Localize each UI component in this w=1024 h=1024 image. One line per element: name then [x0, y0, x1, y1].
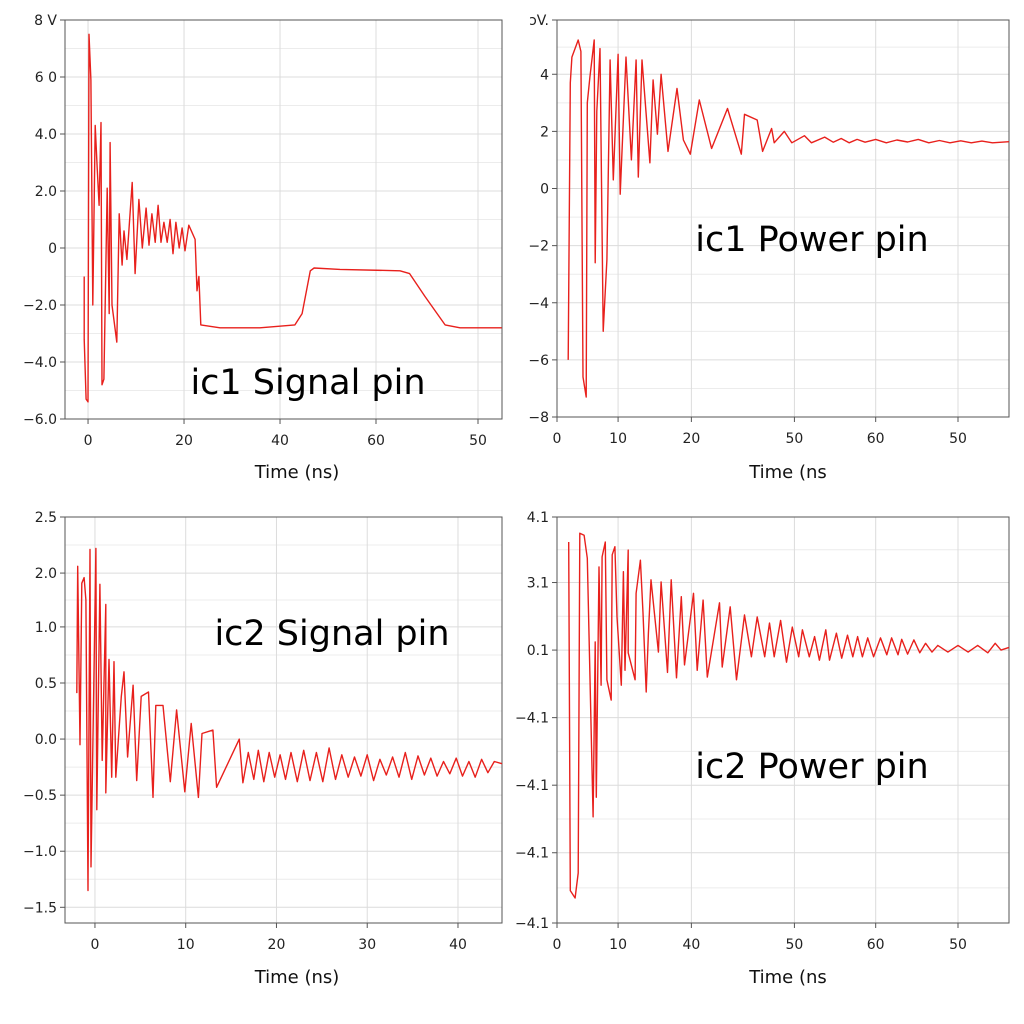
- x-tick-label: 40: [271, 433, 289, 449]
- x-tick-label: 10: [177, 937, 195, 953]
- x-tick-label: 20: [175, 433, 193, 449]
- y-tick-label: −4.1: [515, 916, 549, 932]
- series-line-1: [568, 532, 1010, 899]
- chart-annotation: ic2 Signal pin: [214, 614, 449, 654]
- subplot-4: 4.13.10.1−4.1−4.1−4.1−4.10 10 40 50 60 50Time…: [515, 510, 1010, 988]
- y-tick-label: −4.1: [515, 846, 549, 862]
- subplot-1: 8 V 6 0 4.0 2.0 0 −2.0 −4.0 −6.0 0 20 40 60 50 Time (…: [23, 13, 503, 483]
- y-tick-label: 0: [540, 182, 549, 198]
- y-tick-label: −4.0: [23, 355, 57, 371]
- x-tick-label: 50: [786, 937, 804, 953]
- x-tick-label: 60: [867, 937, 885, 953]
- x-tick-label: 50: [949, 937, 967, 953]
- x-tick-label: 10: [609, 431, 627, 447]
- x-tick-label: 0: [553, 431, 562, 447]
- series-line-1: [76, 547, 503, 892]
- x-axis-title: Time (ns: [748, 462, 827, 483]
- y-tick-label: 3.1: [527, 576, 549, 592]
- y-tick-label: 0: [48, 241, 57, 257]
- y-tick-label: −8: [528, 410, 549, 426]
- y-tick-label: −0.5: [23, 788, 57, 804]
- y-tick-label: −6: [528, 353, 549, 369]
- x-axis-title: Time (ns): [254, 462, 340, 483]
- chart-annotation: ic1 Power pin: [695, 220, 928, 260]
- x-tick-label: 60: [867, 431, 885, 447]
- gridlines: [556, 516, 1009, 924]
- x-tick-label: 40: [449, 937, 467, 953]
- y-tick-label: 4: [540, 67, 549, 83]
- y-tick-label: −4: [528, 296, 549, 312]
- y-tick-label: 0.0: [35, 732, 57, 748]
- y-tick-label: −1.5: [23, 900, 57, 916]
- y-tick-label: 0.1: [527, 643, 549, 659]
- x-axis-title: Time (ns: [748, 967, 827, 988]
- y-tick-label: −2: [528, 239, 549, 255]
- y-tick-label: 2.5: [35, 510, 57, 526]
- series-line-1: [83, 33, 502, 403]
- chart-annotation: ic2 Power pin: [695, 747, 928, 787]
- x-tick-label: 20: [268, 937, 286, 953]
- y-tick-label: −4.1: [515, 778, 549, 794]
- y-tick-label: 2: [540, 124, 549, 140]
- plot-frame: [556, 19, 1010, 418]
- gridlines: [65, 516, 502, 923]
- y-tick-label: 4.0: [35, 127, 57, 143]
- x-tick-label: 50: [786, 431, 804, 447]
- x-tick-label: 60: [367, 433, 385, 449]
- x-tick-label: 0: [84, 433, 93, 449]
- x-tick-label: 20: [682, 431, 700, 447]
- x-tick-label: 30: [358, 937, 376, 953]
- series-line-1: [567, 39, 1010, 398]
- y-tick-label: −1.0: [23, 844, 57, 860]
- plot-frame: [556, 516, 1010, 924]
- y-tick-label: 4.1: [527, 510, 549, 526]
- x-tick-label: 50: [949, 431, 967, 447]
- x-tick-label: 0: [553, 937, 562, 953]
- x-tick-label: 40: [682, 937, 700, 953]
- y-tick-label: ɔV.: [529, 13, 549, 29]
- y-tick-label: 8 V: [34, 13, 57, 29]
- y-tick-label: −4.1: [515, 711, 549, 727]
- plot-frame: [64, 19, 503, 420]
- y-tick-label: −2.0: [23, 298, 57, 314]
- subplot-3: 2.5 2.0 1.0 0.5 0.0 −0.5 −1.0 −1.5 0 10 20 30 40 Time…: [23, 510, 503, 988]
- chart-annotation: ic1 Signal pin: [190, 363, 425, 403]
- y-tick-label: 2.0: [35, 566, 57, 582]
- y-tick-label: 0.5: [35, 676, 57, 692]
- plot-frame: [64, 516, 503, 924]
- y-tick-label: 1.0: [35, 620, 57, 636]
- y-tick-label: −6.0: [23, 412, 57, 428]
- gridlines: [65, 19, 502, 420]
- y-tick-label: 6 0: [35, 70, 57, 86]
- y-tick-label: 2.0: [35, 184, 57, 200]
- x-tick-label: 50: [469, 433, 487, 449]
- x-axis-title: Time (ns): [254, 967, 340, 988]
- x-tick-label: 10: [609, 937, 627, 953]
- x-tick-label: 0: [90, 937, 99, 953]
